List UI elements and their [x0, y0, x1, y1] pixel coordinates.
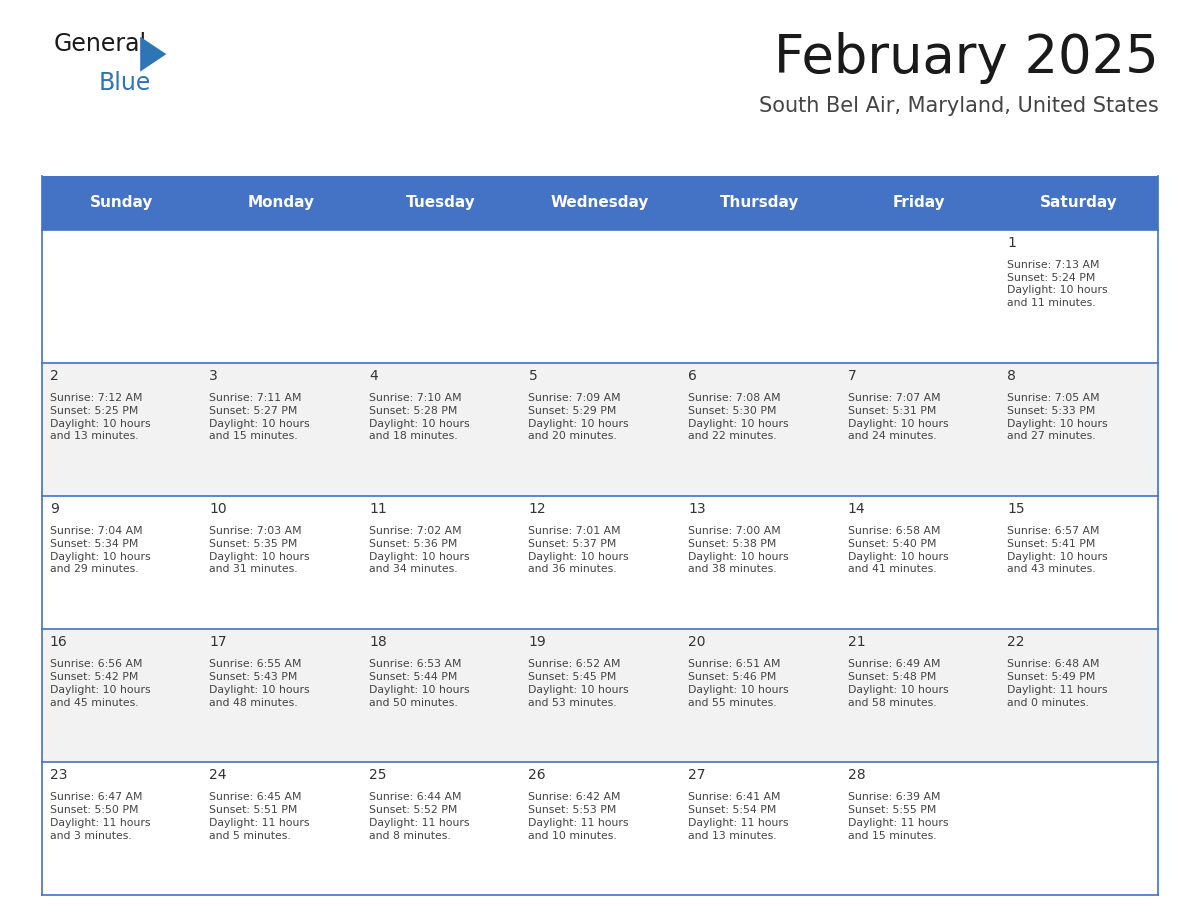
Text: Sunrise: 7:01 AM
Sunset: 5:37 PM
Daylight: 10 hours
and 36 minutes.: Sunrise: 7:01 AM Sunset: 5:37 PM Dayligh…	[529, 526, 630, 575]
Text: Sunday: Sunday	[89, 196, 153, 210]
Text: 3: 3	[209, 369, 219, 383]
Text: 9: 9	[50, 502, 58, 516]
Text: Sunrise: 7:05 AM
Sunset: 5:33 PM
Daylight: 10 hours
and 27 minutes.: Sunrise: 7:05 AM Sunset: 5:33 PM Dayligh…	[1007, 393, 1107, 442]
Text: Sunrise: 6:39 AM
Sunset: 5:55 PM
Daylight: 11 hours
and 15 minutes.: Sunrise: 6:39 AM Sunset: 5:55 PM Dayligh…	[847, 792, 948, 841]
Text: 17: 17	[209, 635, 227, 649]
Text: Sunrise: 6:44 AM
Sunset: 5:52 PM
Daylight: 11 hours
and 8 minutes.: Sunrise: 6:44 AM Sunset: 5:52 PM Dayligh…	[369, 792, 469, 841]
Text: Sunrise: 6:58 AM
Sunset: 5:40 PM
Daylight: 10 hours
and 41 minutes.: Sunrise: 6:58 AM Sunset: 5:40 PM Dayligh…	[847, 526, 948, 575]
Text: Sunrise: 6:52 AM
Sunset: 5:45 PM
Daylight: 10 hours
and 53 minutes.: Sunrise: 6:52 AM Sunset: 5:45 PM Dayligh…	[529, 659, 630, 708]
Text: 23: 23	[50, 768, 68, 782]
Text: 26: 26	[529, 768, 546, 782]
Text: 6: 6	[688, 369, 697, 383]
Text: 27: 27	[688, 768, 706, 782]
Text: Sunrise: 6:48 AM
Sunset: 5:49 PM
Daylight: 11 hours
and 0 minutes.: Sunrise: 6:48 AM Sunset: 5:49 PM Dayligh…	[1007, 659, 1107, 708]
Text: 10: 10	[209, 502, 227, 516]
Text: Sunrise: 7:03 AM
Sunset: 5:35 PM
Daylight: 10 hours
and 31 minutes.: Sunrise: 7:03 AM Sunset: 5:35 PM Dayligh…	[209, 526, 310, 575]
Text: 7: 7	[847, 369, 857, 383]
Text: Sunrise: 6:41 AM
Sunset: 5:54 PM
Daylight: 11 hours
and 13 minutes.: Sunrise: 6:41 AM Sunset: 5:54 PM Dayligh…	[688, 792, 789, 841]
Text: 28: 28	[847, 768, 865, 782]
Text: 21: 21	[847, 635, 865, 649]
Text: Sunrise: 6:42 AM
Sunset: 5:53 PM
Daylight: 11 hours
and 10 minutes.: Sunrise: 6:42 AM Sunset: 5:53 PM Dayligh…	[529, 792, 628, 841]
Text: Sunrise: 6:55 AM
Sunset: 5:43 PM
Daylight: 10 hours
and 48 minutes.: Sunrise: 6:55 AM Sunset: 5:43 PM Dayligh…	[209, 659, 310, 708]
Text: 8: 8	[1007, 369, 1016, 383]
Text: Sunrise: 7:09 AM
Sunset: 5:29 PM
Daylight: 10 hours
and 20 minutes.: Sunrise: 7:09 AM Sunset: 5:29 PM Dayligh…	[529, 393, 630, 442]
Text: 13: 13	[688, 502, 706, 516]
Text: Tuesday: Tuesday	[405, 196, 475, 210]
Text: South Bel Air, Maryland, United States: South Bel Air, Maryland, United States	[759, 96, 1158, 117]
Text: Sunrise: 6:53 AM
Sunset: 5:44 PM
Daylight: 10 hours
and 50 minutes.: Sunrise: 6:53 AM Sunset: 5:44 PM Dayligh…	[369, 659, 469, 708]
Text: Sunrise: 6:47 AM
Sunset: 5:50 PM
Daylight: 11 hours
and 3 minutes.: Sunrise: 6:47 AM Sunset: 5:50 PM Dayligh…	[50, 792, 151, 841]
Text: 14: 14	[847, 502, 865, 516]
Text: 24: 24	[209, 768, 227, 782]
Text: General: General	[53, 32, 146, 56]
Text: 19: 19	[529, 635, 546, 649]
Text: Sunrise: 7:08 AM
Sunset: 5:30 PM
Daylight: 10 hours
and 22 minutes.: Sunrise: 7:08 AM Sunset: 5:30 PM Dayligh…	[688, 393, 789, 442]
Text: 16: 16	[50, 635, 68, 649]
Text: 11: 11	[369, 502, 387, 516]
Text: Friday: Friday	[892, 196, 946, 210]
Text: February 2025: February 2025	[773, 32, 1158, 84]
Text: Wednesday: Wednesday	[551, 196, 649, 210]
Text: Sunrise: 6:56 AM
Sunset: 5:42 PM
Daylight: 10 hours
and 45 minutes.: Sunrise: 6:56 AM Sunset: 5:42 PM Dayligh…	[50, 659, 151, 708]
Text: 12: 12	[529, 502, 546, 516]
Text: 20: 20	[688, 635, 706, 649]
Text: Sunrise: 6:57 AM
Sunset: 5:41 PM
Daylight: 10 hours
and 43 minutes.: Sunrise: 6:57 AM Sunset: 5:41 PM Dayligh…	[1007, 526, 1107, 575]
Text: Sunrise: 6:45 AM
Sunset: 5:51 PM
Daylight: 11 hours
and 5 minutes.: Sunrise: 6:45 AM Sunset: 5:51 PM Dayligh…	[209, 792, 310, 841]
Text: 1: 1	[1007, 236, 1016, 250]
Text: Saturday: Saturday	[1040, 196, 1118, 210]
Text: Sunrise: 7:11 AM
Sunset: 5:27 PM
Daylight: 10 hours
and 15 minutes.: Sunrise: 7:11 AM Sunset: 5:27 PM Dayligh…	[209, 393, 310, 442]
Text: Sunrise: 6:51 AM
Sunset: 5:46 PM
Daylight: 10 hours
and 55 minutes.: Sunrise: 6:51 AM Sunset: 5:46 PM Dayligh…	[688, 659, 789, 708]
Text: Sunrise: 7:04 AM
Sunset: 5:34 PM
Daylight: 10 hours
and 29 minutes.: Sunrise: 7:04 AM Sunset: 5:34 PM Dayligh…	[50, 526, 151, 575]
Text: Sunrise: 7:00 AM
Sunset: 5:38 PM
Daylight: 10 hours
and 38 minutes.: Sunrise: 7:00 AM Sunset: 5:38 PM Dayligh…	[688, 526, 789, 575]
Text: 18: 18	[369, 635, 387, 649]
Text: 5: 5	[529, 369, 537, 383]
Text: 25: 25	[369, 768, 386, 782]
Text: Thursday: Thursday	[720, 196, 800, 210]
Text: Monday: Monday	[247, 196, 315, 210]
Text: Sunrise: 6:49 AM
Sunset: 5:48 PM
Daylight: 10 hours
and 58 minutes.: Sunrise: 6:49 AM Sunset: 5:48 PM Dayligh…	[847, 659, 948, 708]
Text: 22: 22	[1007, 635, 1024, 649]
Text: Sunrise: 7:12 AM
Sunset: 5:25 PM
Daylight: 10 hours
and 13 minutes.: Sunrise: 7:12 AM Sunset: 5:25 PM Dayligh…	[50, 393, 151, 442]
Text: Sunrise: 7:02 AM
Sunset: 5:36 PM
Daylight: 10 hours
and 34 minutes.: Sunrise: 7:02 AM Sunset: 5:36 PM Dayligh…	[369, 526, 469, 575]
Text: Sunrise: 7:13 AM
Sunset: 5:24 PM
Daylight: 10 hours
and 11 minutes.: Sunrise: 7:13 AM Sunset: 5:24 PM Dayligh…	[1007, 260, 1107, 308]
Text: Sunrise: 7:07 AM
Sunset: 5:31 PM
Daylight: 10 hours
and 24 minutes.: Sunrise: 7:07 AM Sunset: 5:31 PM Dayligh…	[847, 393, 948, 442]
Text: Sunrise: 7:10 AM
Sunset: 5:28 PM
Daylight: 10 hours
and 18 minutes.: Sunrise: 7:10 AM Sunset: 5:28 PM Dayligh…	[369, 393, 469, 442]
Text: 2: 2	[50, 369, 58, 383]
Text: 15: 15	[1007, 502, 1025, 516]
Text: 4: 4	[369, 369, 378, 383]
Text: Blue: Blue	[99, 71, 151, 95]
